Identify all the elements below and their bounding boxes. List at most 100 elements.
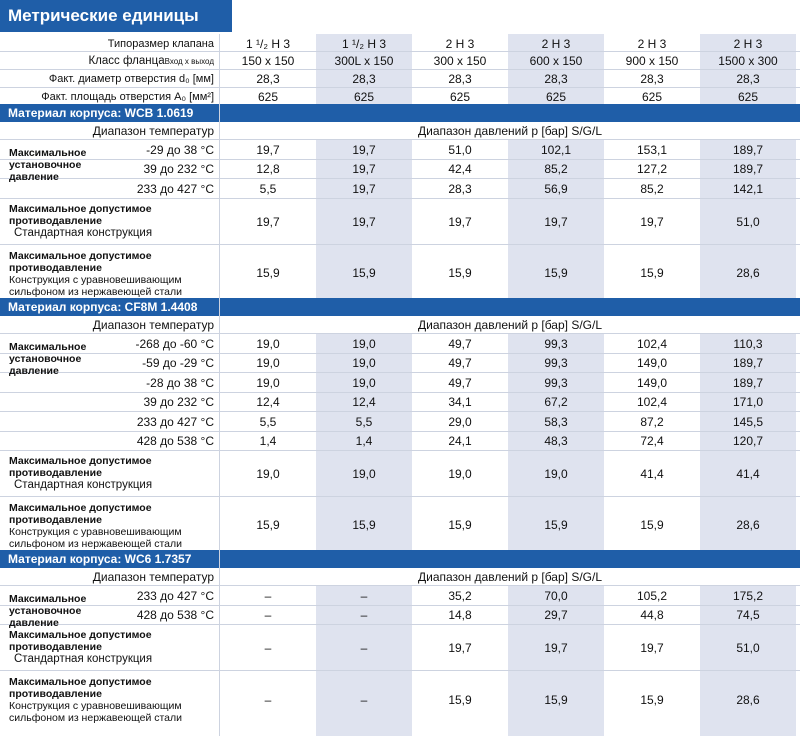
table-cell: 19,0: [352, 467, 376, 481]
table-cell: 15,9: [352, 265, 376, 280]
table-cell: 625: [641, 90, 663, 104]
back-pressure-title-line: Максимальное допустимое: [9, 249, 152, 262]
table-cell: 28,3: [640, 72, 664, 86]
table-cell: 28,3: [448, 181, 472, 196]
table-cell: 51,0: [736, 641, 760, 655]
row-divider: [0, 430, 800, 432]
table-cell: 15,9: [640, 265, 664, 280]
back-pressure-bellows-label: Максимальное допустимое противодавление Ко…: [9, 502, 182, 550]
table-cell: 74,5: [736, 608, 760, 623]
set-pressure-label: Максимальное установочное давление: [9, 341, 86, 377]
table-cell: 19,7: [256, 142, 280, 157]
table-cell: 1 ¹/₂ H 3: [341, 36, 386, 51]
back-pressure-title-line: противодавление: [9, 688, 102, 700]
table-cell: 48,3: [544, 434, 568, 449]
table-cell: 19,7: [544, 641, 568, 655]
table-cell: 189,7: [732, 375, 764, 390]
back-pressure-standard-label: Максимальное допустимое противодавление Ст…: [9, 455, 152, 491]
table-cell: 5,5: [259, 414, 277, 429]
table-cell: 625: [545, 90, 567, 104]
table-cell: 102,4: [636, 336, 668, 351]
table-cell: 41,4: [640, 467, 664, 481]
back-pressure-title-line: противодавление: [9, 641, 102, 653]
temperature-label: 39 до 232 °C: [143, 395, 214, 410]
column-shade: [316, 34, 412, 736]
table-cell: 19,7: [640, 214, 664, 229]
table-cell: 51,0: [736, 214, 760, 229]
table-cell: 24,1: [448, 434, 472, 449]
back-pressure-bellows-row: 15,9 15,9 15,9 15,9 15,9 28,6: [0, 245, 800, 301]
back-pressure-title-line: противодавление: [9, 214, 102, 227]
set-pressure-label-line: давление: [9, 365, 59, 377]
table-cell: 153,1: [636, 142, 668, 157]
label-column-divider: [219, 34, 220, 736]
header-row: Типоразмер клапана 1 ¹/₂ H 3 1 ¹/₂ H 3 2 H …: [0, 35, 800, 52]
section-band: Материал корпуса: WCB 1.0619: [0, 104, 800, 122]
table-cell: 58,3: [544, 414, 568, 429]
table-cell: 12,8: [256, 162, 280, 177]
table-row: 233 до 427 °C 5,5 5,5 29,0 58,3 87,2 145,5: [0, 412, 800, 432]
table-cell: 149,0: [636, 375, 668, 390]
table-cell: –: [264, 693, 272, 707]
set-pressure-label-line: установочное: [9, 159, 82, 171]
temperature-label: 233 до 427 °C: [136, 588, 214, 603]
row-divider: [0, 352, 800, 354]
set-pressure-label-line: давление: [9, 171, 59, 183]
table-cell: 19,0: [256, 336, 280, 351]
table-cell: 12,4: [352, 395, 376, 410]
row-divider: [0, 139, 800, 140]
table-cell: 19,7: [448, 641, 472, 655]
table-cell: 1500 x 300: [718, 54, 778, 68]
table-cell: 150 x 150: [241, 54, 295, 68]
table-cell: 19,7: [352, 162, 376, 177]
table-cell: 49,7: [448, 336, 472, 351]
table-cell: 19,0: [352, 375, 376, 390]
set-pressure-label: Максимальное установочное давление: [9, 593, 86, 629]
table-cell: –: [360, 588, 368, 603]
back-pressure-bellows-label: Максимальное допустимое противодавление Ко…: [9, 676, 182, 724]
temperature-label: 233 до 427 °C: [136, 181, 214, 196]
temperature-range-label: Диапазон температур: [92, 318, 214, 332]
table-cell: 19,7: [352, 181, 376, 196]
column-shade: [508, 34, 604, 736]
table-cell: 102,1: [540, 142, 572, 157]
table-cell: 19,0: [256, 356, 280, 371]
temperature-label: -59 до -29 °C: [142, 356, 214, 371]
table-cell: 110,3: [733, 336, 763, 351]
table-cell: 189,7: [732, 356, 764, 371]
row-divider: [0, 411, 800, 412]
table-cell: 28,3: [736, 72, 760, 86]
bellows-design-note: Конструкция с уравновешивающим: [9, 700, 182, 712]
table-cell: 142,1: [732, 181, 764, 196]
table-row: 428 до 538 °C – – 14,8 29,7 44,8 74,5: [0, 606, 800, 626]
standard-design-note: Стандартная конструкция: [14, 226, 153, 239]
table-cell: 300 x 150: [433, 54, 487, 68]
row-divider: [0, 158, 800, 160]
bellows-design-note: сильфоном из нержавеющей стали: [9, 538, 182, 550]
table-cell: 28,3: [352, 72, 376, 86]
table-cell: 15,9: [544, 518, 568, 532]
table-cell: 99,3: [544, 375, 568, 390]
back-pressure-title-line: Максимальное допустимое: [9, 455, 152, 467]
table-cell: 5,5: [259, 181, 277, 196]
header-row: Класс фланца Вход x выход 150 x 150 300L x…: [0, 52, 800, 70]
table-cell: 189,7: [732, 142, 764, 157]
header-label-sub: Вход x выход: [164, 56, 214, 66]
table-cell: 1 ¹/₂ H 3: [245, 36, 290, 51]
row-divider: [0, 391, 800, 393]
table-cell: 14,8: [448, 608, 472, 623]
table-cell: 1,4: [355, 434, 373, 449]
row-divider: [0, 333, 800, 334]
range-header-row: Диапазон температур Диапазон давлений p […: [0, 316, 800, 334]
table-cell: 99,3: [544, 356, 568, 371]
table-cell: 300L x 150: [334, 54, 394, 68]
table-cell: 67,2: [544, 395, 568, 410]
standard-design-note: Стандартная конструкция: [14, 479, 153, 491]
header-row: Факт. диаметр отверстия d₀ [мм] 28,3 28,3 2…: [0, 70, 800, 88]
table-cell: 105,2: [636, 588, 668, 603]
table-cell: 15,9: [640, 693, 664, 707]
table-cell: 2 H 3: [541, 36, 571, 51]
table-cell: 149,0: [636, 356, 668, 371]
table-cell: 19,0: [544, 467, 568, 481]
table-cell: 120,7: [732, 434, 764, 449]
